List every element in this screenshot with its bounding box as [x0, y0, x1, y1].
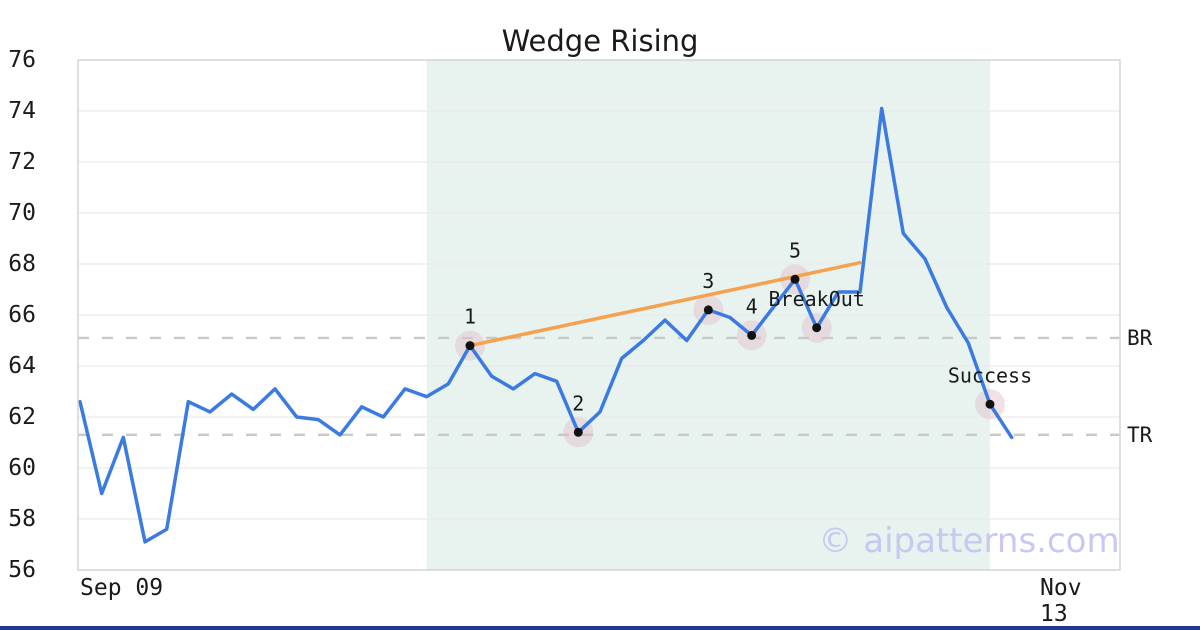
y-tick-label: 64: [8, 353, 36, 379]
marker-dot-4: [747, 330, 757, 340]
marker-dot-1: [465, 341, 475, 351]
marker-label-5: 5: [789, 238, 801, 262]
y-tick-label: 70: [8, 200, 36, 226]
marker-label-breakout: BreakOut: [769, 287, 865, 311]
watermark: © aipatterns.com: [818, 521, 1120, 561]
x-tick-end-date: Nov 13: [1040, 575, 1082, 627]
marker-label-2: 2: [572, 391, 584, 415]
y-tick-label: 66: [8, 302, 36, 328]
marker-label-1: 1: [464, 305, 476, 329]
chart-title: Wedge Rising: [501, 24, 699, 58]
breakout-level-label: BR: [1127, 325, 1153, 350]
y-tick-label: 60: [8, 455, 36, 481]
y-tick-label: 68: [8, 251, 36, 277]
x-tick-start-date: Sep 09: [80, 575, 164, 601]
footer-accent-bar: [0, 626, 1200, 630]
marker-dot-5: [790, 274, 800, 284]
marker-dot-2: [573, 427, 583, 437]
marker-dot-success: [985, 399, 995, 409]
price-line: [78, 106, 1014, 544]
marker-dot-3: [703, 305, 713, 315]
marker-label-success: Success: [948, 363, 1032, 387]
marker-label-4: 4: [746, 294, 758, 318]
y-tick-label: 74: [8, 98, 36, 124]
trend-level-label: TR: [1127, 422, 1153, 447]
y-tick-label: 72: [8, 149, 36, 175]
y-tick-label: 76: [8, 47, 36, 73]
marker-label-3: 3: [702, 269, 714, 293]
plot-border: [77, 59, 1121, 571]
y-tick-label: 56: [8, 557, 36, 583]
y-tick-label: 58: [8, 506, 36, 532]
y-tick-label: 62: [8, 404, 36, 430]
marker-dot-breakout: [812, 323, 822, 333]
